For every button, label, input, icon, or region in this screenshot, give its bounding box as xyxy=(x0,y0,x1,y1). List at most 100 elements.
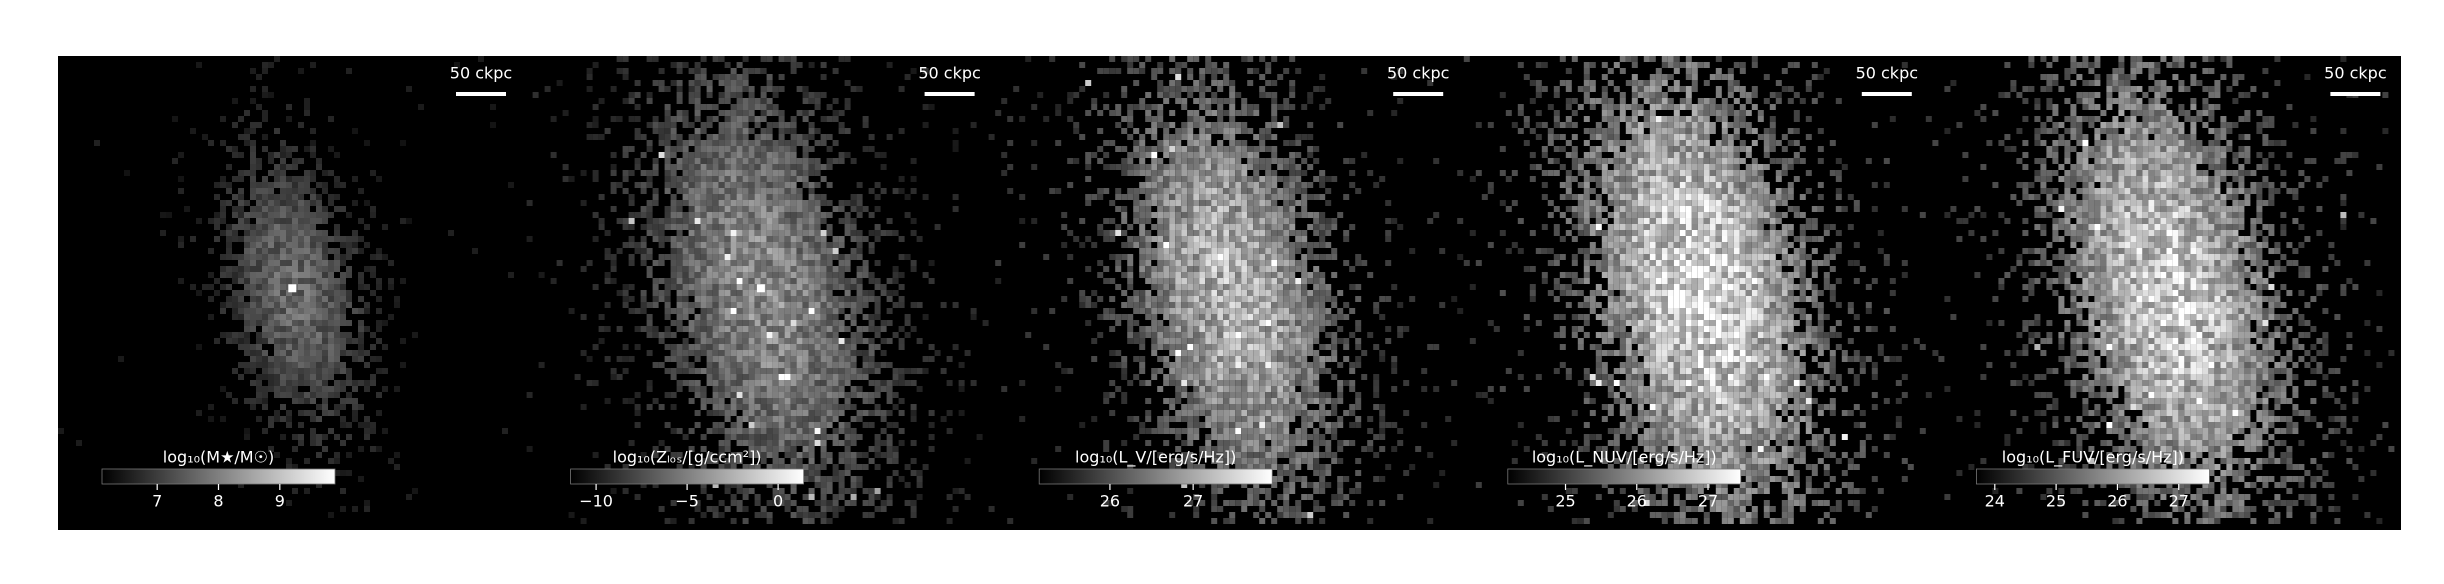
pixel xyxy=(778,362,785,368)
pixel xyxy=(1277,338,1284,344)
pixel xyxy=(1289,86,1296,92)
pixel xyxy=(766,374,773,380)
pixel xyxy=(910,440,917,446)
pixel xyxy=(1235,92,1242,98)
pixel xyxy=(1211,242,1218,248)
pixel xyxy=(718,74,725,80)
pixel xyxy=(844,458,851,464)
pixel xyxy=(1259,314,1266,320)
pixel xyxy=(838,494,845,500)
pixel xyxy=(1247,344,1254,350)
pixel xyxy=(778,326,785,332)
pixel xyxy=(1157,224,1164,230)
pixel xyxy=(1253,344,1260,350)
pixel xyxy=(922,104,929,110)
pixel xyxy=(814,410,821,416)
pixel xyxy=(250,314,256,320)
pixel xyxy=(1229,152,1236,158)
pixel xyxy=(1121,92,1128,98)
pixel xyxy=(772,170,779,176)
pixel xyxy=(196,290,202,296)
pixel xyxy=(766,134,773,140)
pixel xyxy=(1193,272,1200,278)
pixel xyxy=(784,236,791,242)
pixel xyxy=(796,296,803,302)
pixel xyxy=(1037,92,1044,98)
pixel xyxy=(244,170,250,176)
pixel xyxy=(1301,290,1308,296)
pixel xyxy=(796,224,803,230)
pixel xyxy=(898,296,905,302)
pixel xyxy=(1169,260,1176,266)
pixel xyxy=(1055,104,1062,110)
pixel xyxy=(832,362,839,368)
pixel xyxy=(1139,272,1146,278)
pixel xyxy=(814,332,821,338)
pixel xyxy=(748,242,755,248)
pixel xyxy=(1283,254,1290,260)
pixel xyxy=(802,146,809,152)
pixel xyxy=(1283,158,1290,164)
pixel xyxy=(766,230,773,236)
pixel xyxy=(754,224,761,230)
pixel xyxy=(1313,230,1320,236)
pixel xyxy=(274,350,280,356)
pixel xyxy=(658,290,665,296)
pixel xyxy=(628,254,635,260)
pixel xyxy=(1349,284,1356,290)
pixel xyxy=(622,488,629,494)
pixel xyxy=(1061,242,1068,248)
pixel xyxy=(730,212,737,218)
pixel xyxy=(592,134,599,140)
pixel xyxy=(784,344,791,350)
pixel xyxy=(820,386,827,392)
pixel xyxy=(310,416,316,422)
pixel xyxy=(268,62,274,68)
pixel xyxy=(334,368,340,374)
pixel xyxy=(232,338,238,344)
pixel xyxy=(826,290,833,296)
pixel xyxy=(340,332,346,338)
pixel xyxy=(904,254,911,260)
pixel xyxy=(808,488,815,494)
pixel xyxy=(724,98,731,104)
pixel xyxy=(700,74,707,80)
pixel xyxy=(682,356,689,362)
pixel xyxy=(1067,92,1074,98)
pixel xyxy=(1199,158,1206,164)
pixel xyxy=(310,428,316,434)
colorbar-tick-label: 9 xyxy=(275,492,285,511)
pixel xyxy=(220,266,226,272)
pixel xyxy=(292,332,298,338)
pixel xyxy=(1355,296,1362,302)
pixel xyxy=(1193,176,1200,182)
pixel xyxy=(706,320,713,326)
pixel xyxy=(1289,104,1296,110)
pixel xyxy=(316,338,322,344)
pixel xyxy=(886,440,893,446)
pixel xyxy=(160,230,166,236)
pixel xyxy=(250,128,256,134)
pixel xyxy=(1079,302,1086,308)
pixel xyxy=(760,266,767,272)
pixel xyxy=(1301,332,1308,338)
pixel xyxy=(1325,224,1332,230)
pixel xyxy=(1211,224,1218,230)
pixel xyxy=(238,482,244,488)
pixel xyxy=(1115,266,1122,272)
pixel xyxy=(808,350,815,356)
pixel xyxy=(262,224,268,230)
pixel xyxy=(700,176,707,182)
pixel xyxy=(820,308,827,314)
pixel xyxy=(832,254,839,260)
pixel xyxy=(1295,344,1302,350)
pixel xyxy=(766,86,773,92)
pixel xyxy=(862,512,869,518)
pixel xyxy=(826,254,833,260)
pixel xyxy=(250,242,256,248)
pixel xyxy=(1235,278,1242,284)
pixel xyxy=(400,218,406,224)
pixel xyxy=(1313,326,1320,332)
pixel xyxy=(1121,356,1128,362)
pixel xyxy=(322,344,328,350)
